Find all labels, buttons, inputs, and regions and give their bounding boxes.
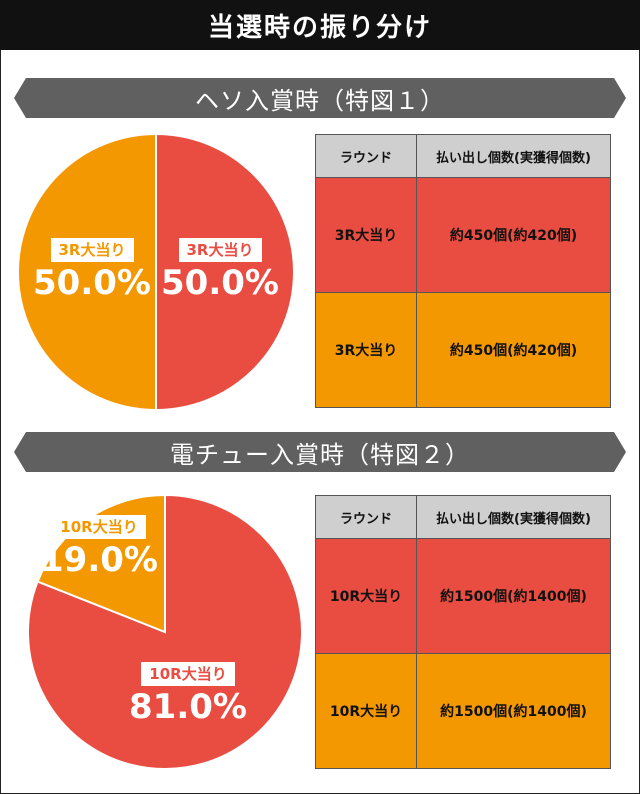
- payout-table-denchu: ラウンド 払い出し個数(実獲得個数) 10R大当り 約1500個(約1400個)…: [315, 495, 611, 769]
- section-heading-denchu: 電チュー入賞時（特図２）: [14, 432, 626, 472]
- header-payout: 払い出し個数(実獲得個数): [416, 495, 611, 539]
- pie1-red-percent: 50.0%: [161, 263, 279, 303]
- pie2-orange-tag: 10R大当り: [52, 515, 146, 539]
- round-cell: 3R大当り: [315, 177, 417, 293]
- table-header-row: ラウンド 払い出し個数(実獲得個数): [315, 495, 611, 539]
- header-payout: 払い出し個数(実獲得個数): [416, 134, 611, 178]
- round-cell: 10R大当り: [315, 538, 417, 654]
- pie1-orange-tag: 3R大当り: [50, 238, 134, 262]
- pie1-slice-orange-label: 3R大当り 50.0%: [32, 238, 152, 302]
- table-row: 10R大当り 約1500個(約1400個): [315, 538, 611, 654]
- table-row: 3R大当り 約450個(約420個): [315, 177, 611, 293]
- pie1-orange-percent: 50.0%: [33, 263, 151, 303]
- round-cell: 3R大当り: [315, 292, 417, 408]
- table-row: 10R大当り 約1500個(約1400個): [315, 653, 611, 769]
- header-round: ラウンド: [315, 495, 417, 539]
- pie2-slice-red-label: 10R大当り 81.0%: [118, 662, 258, 726]
- payout-table-heso: ラウンド 払い出し個数(実獲得個数) 3R大当り 約450個(約420個) 3R…: [315, 134, 611, 408]
- pie2-slice-orange-label: 10R大当り 19.0%: [34, 515, 164, 579]
- payout-cell: 約450個(約420個): [416, 177, 611, 293]
- table-header-row: ラウンド 払い出し個数(実獲得個数): [315, 134, 611, 178]
- pie-chart-heso: [17, 133, 295, 411]
- pie1-slice-red-label: 3R大当り 50.0%: [160, 238, 280, 302]
- payout-cell: 約1500個(約1400個): [416, 653, 611, 769]
- table-row: 3R大当り 約450個(約420個): [315, 292, 611, 408]
- pie2-orange-percent: 19.0%: [40, 540, 158, 580]
- round-cell: 10R大当り: [315, 653, 417, 769]
- pie2-red-percent: 81.0%: [129, 687, 247, 727]
- payout-cell: 約1500個(約1400個): [416, 538, 611, 654]
- page-title: 当選時の振り分け: [0, 0, 640, 50]
- section-heading-heso: ヘソ入賞時（特図１）: [14, 78, 626, 118]
- pie2-red-tag: 10R大当り: [141, 662, 235, 686]
- pie1-red-tag: 3R大当り: [178, 238, 262, 262]
- pie1-slice-1: [17, 133, 157, 411]
- header-round: ラウンド: [315, 134, 417, 178]
- pie1-slice-0: [155, 133, 295, 411]
- payout-cell: 約450個(約420個): [416, 292, 611, 408]
